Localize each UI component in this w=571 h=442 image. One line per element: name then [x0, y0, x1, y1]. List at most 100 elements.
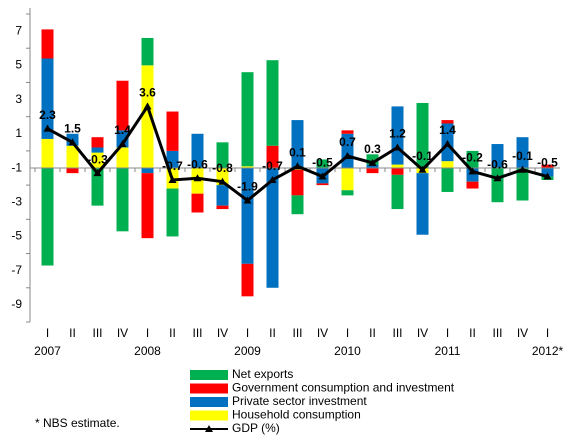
x-tick-label: I [446, 326, 449, 340]
x-tick-label: IV [117, 326, 128, 340]
bar-segment [216, 205, 229, 210]
gdp-marker [543, 172, 552, 180]
year-label: 2012* [532, 344, 564, 358]
bar-segment [41, 58, 54, 139]
bar-segment [466, 181, 479, 189]
x-tick-label: I [546, 326, 549, 340]
year-label: 2011 [435, 344, 461, 358]
y-tick-label: -1 [11, 160, 22, 174]
data-label: 3.6 [139, 86, 156, 100]
bar-segment [91, 152, 104, 168]
bar-segment [341, 190, 354, 196]
data-label: -0.6 [187, 157, 208, 171]
x-tick-label: I [146, 326, 149, 340]
bar-segment [291, 120, 304, 168]
x-tick-label: III [492, 326, 502, 340]
legend-label: Government consumption and investment [232, 381, 455, 395]
bar-segment [341, 168, 354, 191]
bar-segment [116, 130, 129, 148]
bar-segment [316, 183, 329, 186]
bar-segment [41, 168, 54, 266]
x-tick-label: III [192, 326, 202, 340]
legend-label: Household consumption [232, 408, 361, 422]
x-tick-label: I [346, 326, 349, 340]
bar-segment [416, 173, 429, 235]
bar-segment [316, 159, 329, 168]
bar-segment [116, 147, 129, 168]
x-tick-label: II [69, 326, 76, 340]
x-tick-label: IV [517, 326, 528, 340]
gdp-marker [318, 172, 327, 180]
year-label: 2008 [134, 344, 161, 358]
gdp-marker [168, 175, 177, 183]
year-label: 2010 [334, 344, 361, 358]
bar-segment [241, 72, 254, 167]
bar-segment [116, 168, 129, 232]
bar-segment [241, 263, 254, 297]
bar-segment [66, 168, 79, 174]
bar-segment [516, 168, 529, 201]
bar-segment [216, 142, 229, 168]
bar-segment [141, 37, 154, 66]
bar-segment [341, 130, 354, 134]
bar-segment [266, 145, 279, 168]
bar-segment [166, 150, 179, 168]
gdp-marker [218, 177, 227, 185]
bar-segment [491, 144, 504, 168]
gdp-marker [268, 175, 277, 183]
bar-segment [391, 174, 404, 210]
gdp-marker [118, 140, 127, 148]
legend-label: GDP (%) [232, 421, 280, 435]
y-tick-label: -5 [11, 229, 22, 243]
bar-segment [116, 80, 129, 131]
gdp-marker [143, 102, 152, 110]
bar-segment [141, 65, 154, 168]
data-label: 1.4 [439, 123, 456, 137]
gdp-marker [93, 169, 102, 177]
x-tick-label: I [46, 326, 49, 340]
gdp-marker [293, 162, 302, 170]
x-tick-label: III [392, 326, 402, 340]
data-label: -0.1 [412, 149, 433, 163]
bar-segment [441, 161, 454, 168]
bar-segment [366, 164, 379, 168]
bar-segment [366, 168, 379, 174]
bar-segment [241, 168, 254, 264]
bar-segment [41, 29, 54, 59]
y-tick-label: 7 [15, 23, 22, 37]
bar-segment [441, 168, 454, 192]
data-label: -0.7 [162, 159, 183, 173]
y-tick-label: -9 [11, 297, 22, 311]
x-tick-label: II [469, 326, 476, 340]
data-label: -0.5 [312, 156, 333, 170]
bar-segment [291, 195, 304, 215]
data-label: 0.7 [339, 135, 356, 149]
x-tick-label: IV [317, 326, 328, 340]
gdp-marker [343, 152, 352, 160]
legend-swatch [190, 370, 228, 380]
year-label: 2009 [234, 344, 261, 358]
data-label: -1.9 [237, 180, 258, 194]
gdp-marker [243, 196, 252, 204]
gdp-marker [443, 140, 452, 148]
bar-segment [491, 168, 504, 203]
bar-segment [541, 168, 554, 177]
gdp-marker [418, 165, 427, 173]
bar-segment [166, 111, 179, 151]
bar-segment [91, 137, 104, 148]
gdp-marker [68, 138, 77, 146]
bar-segment [166, 188, 179, 237]
data-label: 0.1 [289, 145, 306, 159]
gdp-marker [43, 124, 52, 132]
data-label: 2.3 [39, 108, 56, 122]
bar-segment [41, 138, 54, 168]
data-label: 0.3 [364, 142, 381, 156]
x-tick-label: II [369, 326, 376, 340]
data-label: 1.4 [114, 123, 131, 137]
data-label: -0.3 [87, 152, 108, 166]
data-label: -0.7 [262, 159, 283, 173]
x-tick-label: III [292, 326, 302, 340]
data-label: -0.8 [212, 161, 233, 175]
y-tick-label: 3 [15, 92, 22, 106]
